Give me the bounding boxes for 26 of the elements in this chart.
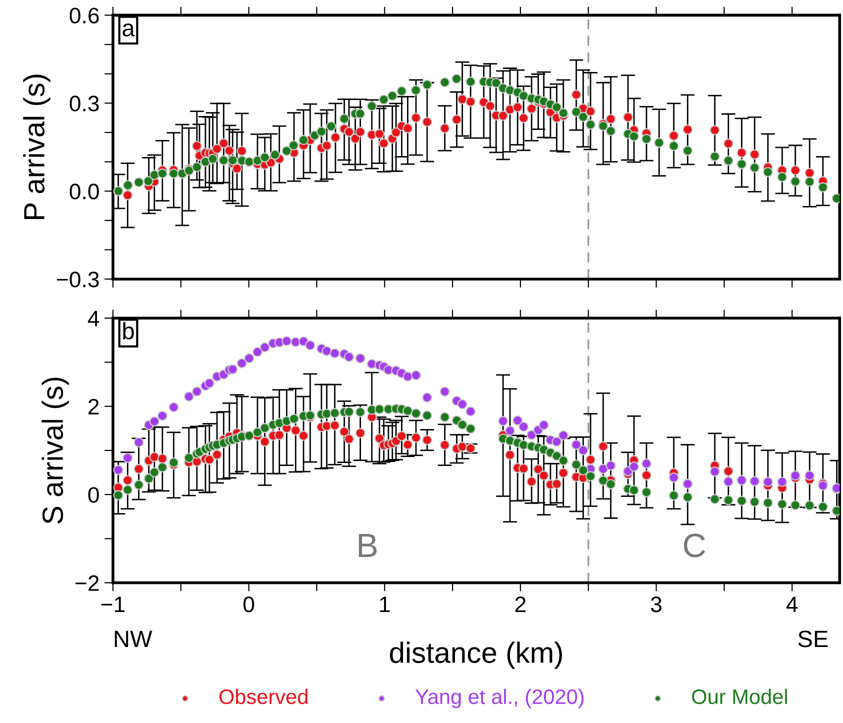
- y-tick-label: 0.6: [70, 8, 99, 24]
- annotation: a: [122, 24, 135, 36]
- legend-label: Observed: [219, 688, 308, 704]
- legend-label: Our Model: [692, 688, 787, 704]
- y-tick-label: 0.0: [70, 184, 99, 200]
- annotation: C: [684, 534, 706, 558]
- text: NW: [114, 630, 152, 648]
- legend-label: Yang et al., (2020): [415, 688, 584, 708]
- x-tick-label: −1: [101, 596, 125, 612]
- y-axis-title: P arrival (s): [23, 74, 50, 220]
- x-axis-title: distance (km): [390, 642, 562, 669]
- annotation: B: [358, 534, 377, 557]
- x-tick-label: 4: [786, 596, 798, 612]
- x-tick-label: 2: [515, 596, 526, 612]
- y-tick-label: 0: [88, 487, 99, 503]
- y-axis-title: S arrival (s): [42, 378, 69, 524]
- y-tick-label: 4: [88, 310, 100, 326]
- y-tick-label: 0.3: [70, 96, 99, 112]
- x-tick-label: 3: [650, 596, 662, 612]
- x-tick-label: 0: [243, 596, 254, 612]
- text: SE: [798, 630, 828, 648]
- y-tick-label: 2: [88, 398, 99, 414]
- annotation: b: [123, 322, 134, 340]
- y-tick-label: −0.3: [56, 272, 99, 288]
- y-tick-label: −2: [76, 575, 99, 591]
- x-tick-label: 1: [380, 596, 390, 612]
